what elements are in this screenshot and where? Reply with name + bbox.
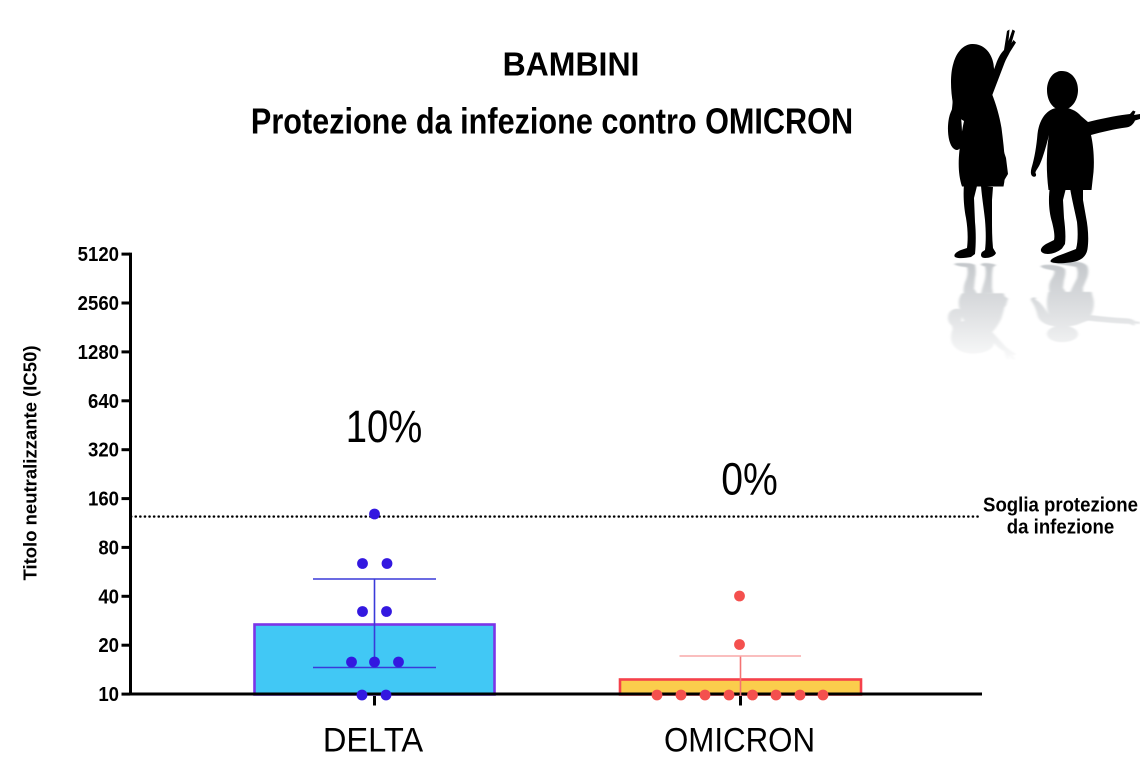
svg-text:Titolo neutralizzante (IC50): Titolo neutralizzante (IC50): [20, 345, 41, 580]
svg-text:10: 10: [98, 685, 119, 707]
svg-text:DELTA: DELTA: [323, 722, 424, 759]
svg-text:BAMBINI: BAMBINI: [503, 46, 640, 83]
svg-text:OMICRON: OMICRON: [664, 720, 815, 759]
svg-text:80: 80: [98, 538, 119, 560]
svg-text:40: 40: [98, 587, 119, 609]
svg-text:2560: 2560: [78, 293, 119, 315]
svg-text:320: 320: [88, 440, 119, 462]
svg-text:5120: 5120: [78, 245, 119, 267]
svg-text:160: 160: [88, 489, 119, 511]
svg-text:10%: 10%: [346, 401, 423, 452]
svg-text:20: 20: [98, 636, 119, 658]
svg-text:Soglia protezione: Soglia protezione: [983, 495, 1138, 517]
svg-text:1280: 1280: [78, 342, 119, 364]
svg-text:da infezione: da infezione: [1007, 517, 1115, 539]
svg-text:Protezione da infezione contro: Protezione da infezione contro OMICRON: [251, 102, 853, 142]
svg-text:640: 640: [88, 391, 119, 413]
svg-text:0%: 0%: [721, 454, 778, 504]
